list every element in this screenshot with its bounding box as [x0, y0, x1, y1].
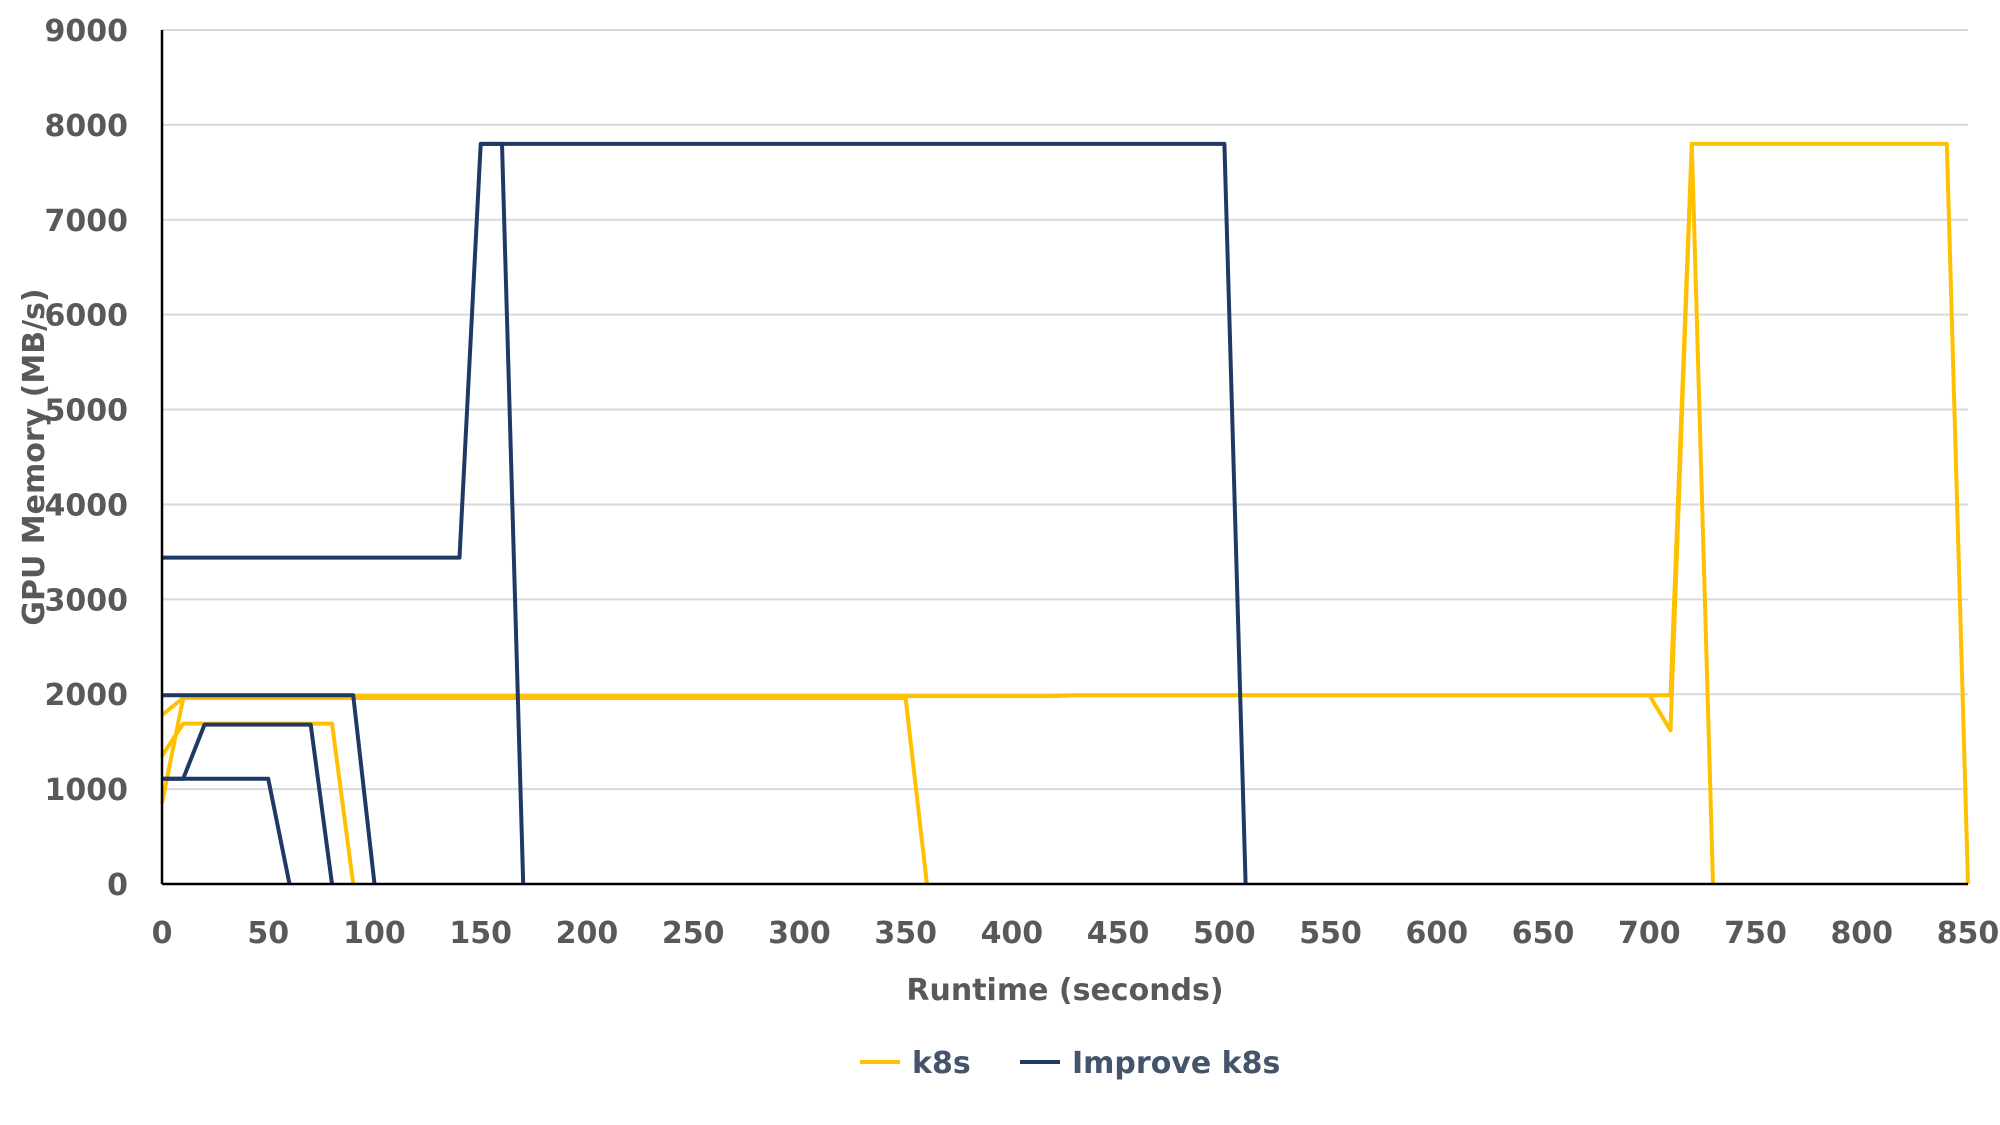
y-tick-label: 9000: [45, 14, 129, 49]
x-tick-label: 700: [1618, 916, 1681, 951]
y-tick-label: 5000: [45, 394, 129, 429]
y-tick-labels: 0 1000 2000 3000 4000 5000 6000 7000 8000 9000: [45, 14, 129, 903]
x-tick-label: 450: [1087, 916, 1150, 951]
x-tick-label: 50: [247, 916, 289, 951]
x-tick-label: 0: [152, 916, 173, 951]
legend-label: Improve k8s: [1072, 1046, 1280, 1081]
legend-label: k8s: [912, 1046, 971, 1081]
series-line: [480, 141, 1248, 885]
series-line: [162, 141, 526, 885]
series-lines: [160, 141, 1970, 885]
axes: [160, 30, 1968, 886]
legend: k8s Improve k8s: [860, 1046, 1280, 1081]
series-1: [162, 141, 1248, 885]
y-tick-label: 8000: [45, 109, 129, 144]
y-tick-label: 7000: [45, 204, 129, 239]
x-tick-label: 650: [1512, 916, 1575, 951]
legend-item: Improve k8s: [1020, 1046, 1280, 1081]
x-tick-label: 750: [1724, 916, 1787, 951]
x-tick-label: 250: [662, 916, 725, 951]
y-tick-label: 4000: [45, 488, 129, 523]
x-tick-label: 850: [1937, 916, 2000, 951]
y-tick-label: 0: [107, 868, 128, 903]
series-0: [160, 141, 1970, 885]
y-tick-label: 6000: [45, 299, 129, 334]
x-tick-label: 100: [343, 916, 406, 951]
x-tick-label: 600: [1406, 916, 1469, 951]
legend-item: k8s: [860, 1046, 971, 1081]
series-line: [162, 776, 292, 885]
x-tick-label: 550: [1299, 916, 1362, 951]
x-axis-title: Runtime (seconds): [906, 973, 1223, 1008]
series-line: [1649, 141, 1715, 885]
y-tick-label: 3000: [45, 583, 129, 618]
series-line: [160, 697, 186, 804]
y-tick-label: 1000: [45, 773, 129, 808]
y-axis-title: GPU Memory (MB/s): [17, 288, 52, 625]
series-line: [353, 141, 1970, 885]
x-tick-label: 400: [981, 916, 1044, 951]
x-tick-label: 350: [874, 916, 937, 951]
x-tick-label: 500: [1193, 916, 1256, 951]
x-tick-label: 800: [1830, 916, 1893, 951]
x-tick-label: 200: [556, 916, 619, 951]
y-tick-label: 2000: [45, 678, 129, 713]
x-tick-labels: 0 50 100 150 200 250 300 350 400 450 500 550 600 650 7…: [152, 916, 2000, 951]
series-line: [162, 693, 377, 885]
x-tick-label: 300: [768, 916, 831, 951]
x-tick-label: 150: [449, 916, 512, 951]
series-line: [160, 721, 356, 885]
series-line: [162, 722, 334, 885]
